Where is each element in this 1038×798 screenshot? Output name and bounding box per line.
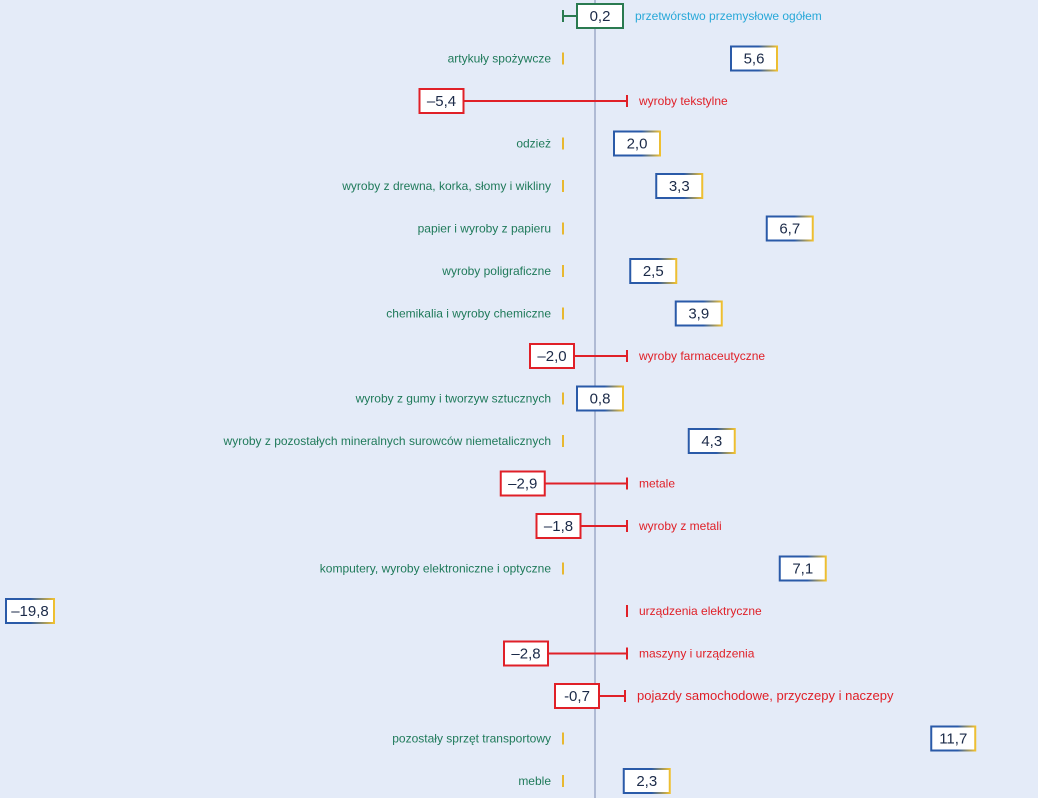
category-label: pojazdy samochodowe, przyczepy i naczepy [637, 688, 894, 703]
data-label: –1,8 [544, 518, 573, 535]
data-label: –19,8 [11, 603, 49, 620]
bar-row: 2,3 meble [518, 768, 671, 794]
data-label: –2,8 [511, 646, 540, 663]
data-label: –2,9 [508, 476, 537, 493]
data-label: 2,5 [643, 263, 664, 280]
data-label: -0,7 [564, 688, 590, 705]
bar-row: 5,6 artykuły spożywcze [448, 45, 778, 72]
category-label: maszyny i urządzenia [639, 647, 755, 661]
category-label: wyroby z gumy i tworzyw sztucznych [355, 392, 551, 406]
category-label: przetwórstwo przemysłowe ogółem [635, 9, 822, 23]
data-label: 4,3 [701, 433, 722, 450]
data-label-box [629, 258, 678, 284]
category-label: metale [639, 477, 675, 491]
category-label: pozostały sprzęt transportowy [392, 732, 551, 746]
category-label: chemikalia i wyroby chemiczne [386, 307, 551, 321]
bar-row: 3,9 chemikalia i wyroby chemiczne [386, 300, 723, 327]
category-label: urządzenia elektryczne [639, 604, 762, 618]
data-label-box [778, 555, 827, 582]
data-label-box [5, 598, 55, 624]
category-label: wyroby z drewna, korka, słomy i wikliny [341, 179, 551, 193]
data-label: 3,3 [669, 178, 690, 195]
data-label: 7,1 [792, 561, 813, 578]
data-label: 3,9 [688, 306, 709, 323]
bar-row: 3,3 wyroby z drewna, korka, słomy i wikli… [341, 173, 704, 199]
bar-row: 0,2 przetwórstwo przemysłowe ogółem [562, 3, 822, 29]
category-label: papier i wyroby z papieru [418, 222, 551, 236]
bar-row: –2,9 metale [499, 470, 675, 497]
data-label-box [730, 45, 778, 72]
category-label: wyroby z metali [638, 519, 722, 533]
data-label: –2,0 [537, 348, 566, 365]
data-label-box [687, 428, 736, 454]
data-label-box [613, 130, 661, 157]
category-label: komputery, wyroby elektroniczne i optycz… [320, 562, 552, 576]
bar-row: –5,4 wyroby tekstylne [418, 88, 728, 114]
data-label-box [622, 768, 671, 794]
category-label: wyroby z pozostałych mineralnych surowcó… [223, 434, 551, 448]
bar-row: 2,0 odzież [516, 130, 661, 157]
bar-row: 7,1 komputery, wyroby elektroniczne i opt… [320, 555, 827, 582]
bar-row: 2,5 wyroby poligraficzne [441, 258, 678, 284]
bar-row: –2,0 wyroby farmaceutyczne [529, 343, 765, 369]
bar-row: –2,8 maszyny i urządzenia [503, 640, 755, 667]
data-label-box [930, 725, 977, 752]
data-label: 6,7 [779, 221, 800, 238]
data-label-box [503, 640, 549, 667]
category-label: artykuły spożywcze [448, 52, 552, 66]
data-label-box [576, 3, 624, 29]
data-label-box [576, 385, 624, 412]
bar-row: 0,8 wyroby z gumy i tworzyw sztucznych [355, 385, 624, 412]
data-label-box [499, 470, 546, 497]
bar-row: 6,7 papier i wyroby z papieru [418, 215, 814, 242]
category-label: odzież [516, 137, 551, 151]
data-label-box [529, 343, 575, 369]
bar-row: -0,7 pojazdy samochodowe, przyczepy i nac… [554, 683, 894, 709]
bar-row: –1,8 wyroby z metali [535, 513, 722, 539]
data-label: 11,7 [939, 731, 967, 748]
data-label: 0,2 [590, 8, 611, 25]
data-label: 2,0 [627, 136, 648, 153]
data-label-box [674, 300, 723, 327]
data-label: 5,6 [744, 51, 765, 68]
data-label: –5,4 [427, 93, 456, 110]
bar-row: 11,7 pozostały sprzęt transportowy [392, 725, 977, 752]
data-label-box [418, 88, 465, 114]
data-label-box [554, 683, 600, 709]
category-label: wyroby farmaceutyczne [638, 349, 765, 363]
data-label-box [655, 173, 704, 199]
category-label: meble [518, 774, 551, 788]
bar-row: –19,8 urządzenia elektryczne [5, 598, 762, 624]
category-label: wyroby tekstylne [638, 94, 728, 108]
data-label: 0,8 [590, 391, 611, 408]
data-label-box [765, 215, 814, 242]
bar-row: 4,3 wyroby z pozostałych mineralnych suro… [223, 428, 736, 454]
data-label-box [535, 513, 582, 539]
data-label: 2,3 [636, 773, 657, 790]
category-label: wyroby poligraficzne [441, 264, 551, 278]
